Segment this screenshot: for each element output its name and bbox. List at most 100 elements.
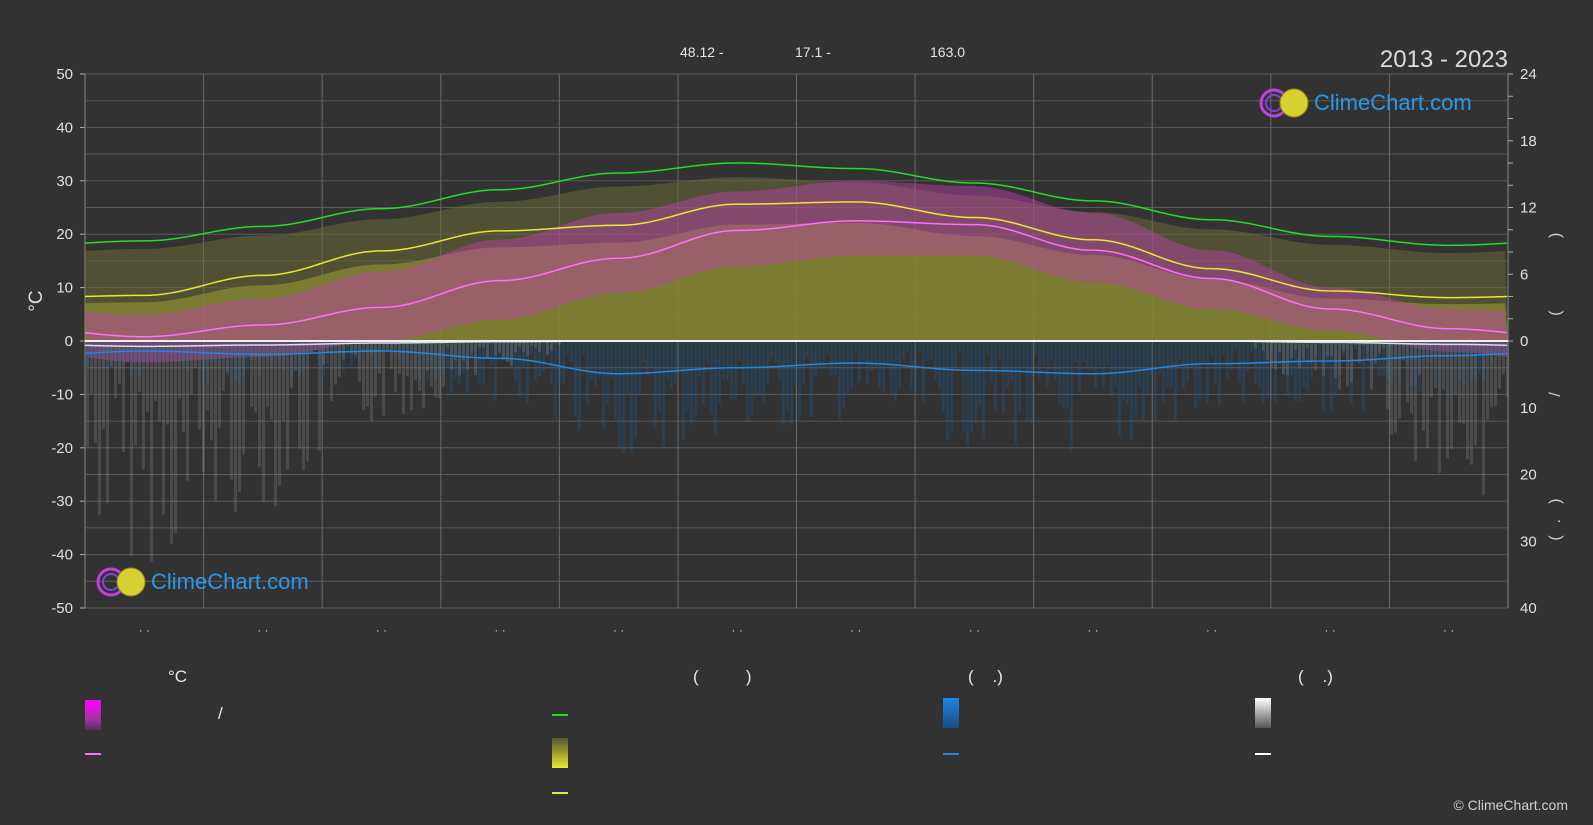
precip-bar [434, 341, 437, 380]
x-tick-label: · · [139, 623, 150, 637]
precip-bar [1038, 341, 1041, 379]
precip-bar [1454, 341, 1457, 357]
snow-bar [286, 341, 289, 470]
snow-bar [158, 341, 161, 422]
y-left-tick-label: 30 [56, 173, 73, 190]
precip-bar [314, 341, 317, 349]
precip-bar [938, 341, 941, 391]
snow-bar [266, 341, 269, 407]
precip-bar [950, 341, 953, 433]
y-left-axis-label: °C [26, 290, 47, 311]
precip-bar [286, 341, 289, 352]
snow-bar [198, 341, 201, 430]
y-left-tick-label: 50 [56, 66, 73, 83]
precip-bar [906, 341, 909, 351]
snow-bar [462, 341, 465, 361]
precip-bar [1350, 341, 1353, 404]
snow-bar [206, 341, 209, 411]
precip-bar [702, 341, 705, 405]
precip-bar [1266, 341, 1269, 398]
precip-bar [774, 341, 777, 363]
precip-bar [1338, 341, 1341, 375]
precip-bar [718, 341, 721, 405]
snow-bar [1334, 341, 1337, 378]
precip-bar [782, 341, 785, 426]
snow-bar [366, 341, 369, 407]
precip-bar [582, 341, 585, 356]
precip-bar [658, 341, 661, 413]
precip-bar [1062, 341, 1065, 409]
precip-bar [1358, 341, 1361, 361]
precip-bar [1118, 341, 1121, 437]
snow-bar [1430, 341, 1433, 398]
legend-heading-daylight: ( ) [693, 667, 752, 686]
precip-bar [234, 341, 237, 382]
coords-lon: 17.1 - [795, 44, 831, 60]
precip-bar [366, 341, 369, 360]
precip-bar [1086, 341, 1089, 370]
legend-sunshine-line [552, 792, 568, 794]
precip-bar [1250, 341, 1253, 352]
x-tick-label: · · [850, 623, 861, 637]
precip-bar [282, 341, 285, 371]
logo-top[interactable]: ClimeChart.com [1258, 86, 1498, 120]
y-right-top-tick-label: 12 [1520, 200, 1537, 217]
logo-bottom[interactable]: ClimeChart.com [95, 565, 335, 599]
precip-bar [922, 341, 925, 404]
precip-bar [654, 341, 657, 427]
precip-bar [1018, 341, 1021, 412]
snow-bar [1386, 341, 1389, 409]
date-range: 2013 - 2023 [1379, 46, 1508, 73]
precip-bar [638, 341, 641, 397]
precip-bar [1262, 341, 1265, 405]
precip-bar [1010, 341, 1013, 382]
precip-bar [858, 341, 861, 383]
x-tick-label: · · [494, 623, 505, 637]
precip-bar [882, 341, 885, 392]
snow-bar [86, 341, 89, 448]
snow-bar [178, 341, 181, 400]
legend-sunshine-swatch [552, 738, 568, 768]
snow-bar [390, 341, 393, 370]
snow-bar [430, 341, 433, 387]
precip-bar [594, 341, 597, 388]
precip-bar [622, 341, 625, 454]
precip-bar [130, 341, 133, 376]
x-tick-label: · · [613, 623, 624, 637]
precip-bar [1354, 341, 1357, 350]
precip-bar [886, 341, 889, 367]
precip-bar [502, 341, 505, 359]
snow-bar [1394, 341, 1397, 433]
snow-bar [350, 341, 353, 354]
snow-bar [186, 341, 189, 481]
precip-bar [1298, 341, 1301, 402]
precip-bar [278, 341, 281, 366]
precip-bar [410, 341, 413, 350]
snow-bar [146, 341, 149, 412]
snow-bar [434, 341, 437, 398]
snow-bar [446, 341, 449, 348]
precip-bar [530, 341, 533, 355]
snow-bar [1406, 341, 1409, 403]
y-right-bottom-tick-label: 20 [1520, 467, 1537, 484]
snow-bar [1314, 341, 1317, 371]
precip-bar [1214, 341, 1217, 384]
climechart-logo-icon [96, 567, 146, 597]
precip-bar [342, 341, 345, 373]
snow-bar [478, 341, 481, 348]
y-right-bottom-axis-label: ( [1547, 535, 1564, 541]
precip-bar [1066, 341, 1069, 409]
snow-bar [1470, 341, 1473, 465]
precip-bar [826, 341, 829, 354]
snow-bar [1474, 341, 1477, 446]
y-left-tick-label: -20 [51, 440, 73, 457]
precip-bar [1458, 341, 1461, 380]
precip-bar [170, 341, 173, 348]
snow-bar [362, 341, 365, 410]
x-tick-label: · · [732, 623, 743, 637]
precip-bar [138, 341, 141, 376]
precip-bar [106, 341, 109, 356]
precip-bar [934, 341, 937, 379]
precip-bar [466, 341, 469, 393]
snow-bar [1498, 341, 1501, 389]
